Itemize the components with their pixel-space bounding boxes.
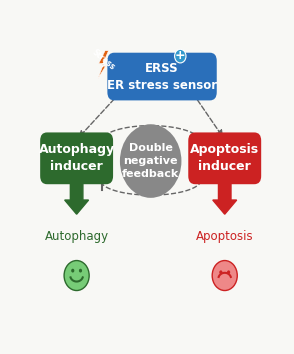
- FancyBboxPatch shape: [107, 53, 217, 101]
- Polygon shape: [98, 51, 108, 79]
- Circle shape: [120, 124, 181, 198]
- Circle shape: [79, 269, 82, 273]
- FancyArrow shape: [65, 182, 88, 214]
- Text: Apoptosis
inducer: Apoptosis inducer: [190, 143, 259, 173]
- FancyBboxPatch shape: [188, 132, 261, 184]
- Circle shape: [175, 49, 186, 63]
- Circle shape: [227, 270, 230, 274]
- Text: Autophagy
inducer: Autophagy inducer: [39, 143, 115, 173]
- Text: +: +: [175, 49, 186, 62]
- Circle shape: [219, 270, 223, 274]
- Circle shape: [64, 261, 89, 291]
- Text: Double
negative
feedback: Double negative feedback: [122, 143, 179, 179]
- Circle shape: [212, 261, 237, 291]
- Circle shape: [71, 269, 74, 273]
- Text: Apoptosis: Apoptosis: [196, 229, 253, 242]
- Text: Stress: Stress: [91, 47, 117, 72]
- Text: Autophagy: Autophagy: [45, 229, 109, 242]
- FancyArrow shape: [213, 182, 237, 214]
- Text: ERSS
ER stress sensor: ERSS ER stress sensor: [107, 62, 217, 92]
- FancyBboxPatch shape: [40, 132, 113, 184]
